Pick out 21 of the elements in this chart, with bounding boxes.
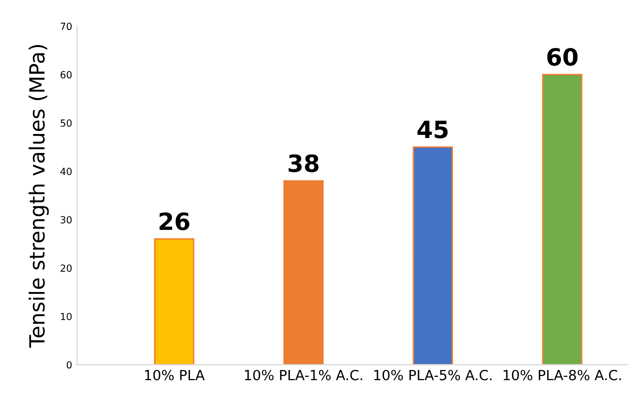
y-tick-label: 40 [60,168,72,176]
y-tick-label: 0 [66,361,72,369]
x-tick-label: 10% PLA-1% A.C. [244,370,362,380]
y-tick-label: 20 [60,264,72,272]
bar [542,74,582,365]
data-label: 38 [288,154,318,172]
data-label: 45 [418,120,448,138]
x-tick-label: 10% PLA [145,370,205,380]
bar [412,146,453,365]
y-tick-label: 50 [60,119,72,127]
y-tick-label: 30 [60,216,72,224]
data-label: 60 [547,48,578,66]
y-axis-title: Tensile strength values (MPa) [28,45,49,348]
y-tick-label: 60 [60,71,72,78]
bar [283,180,324,365]
y-tick-label: 70 [60,22,72,30]
bar [154,238,194,365]
x-tick-label: 10% PLA-5% A.C. [374,370,492,380]
y-tick-label: 10 [60,312,72,320]
data-label: 26 [160,212,190,230]
x-tick-label: 10% PLA-8% A.C. [504,370,621,380]
